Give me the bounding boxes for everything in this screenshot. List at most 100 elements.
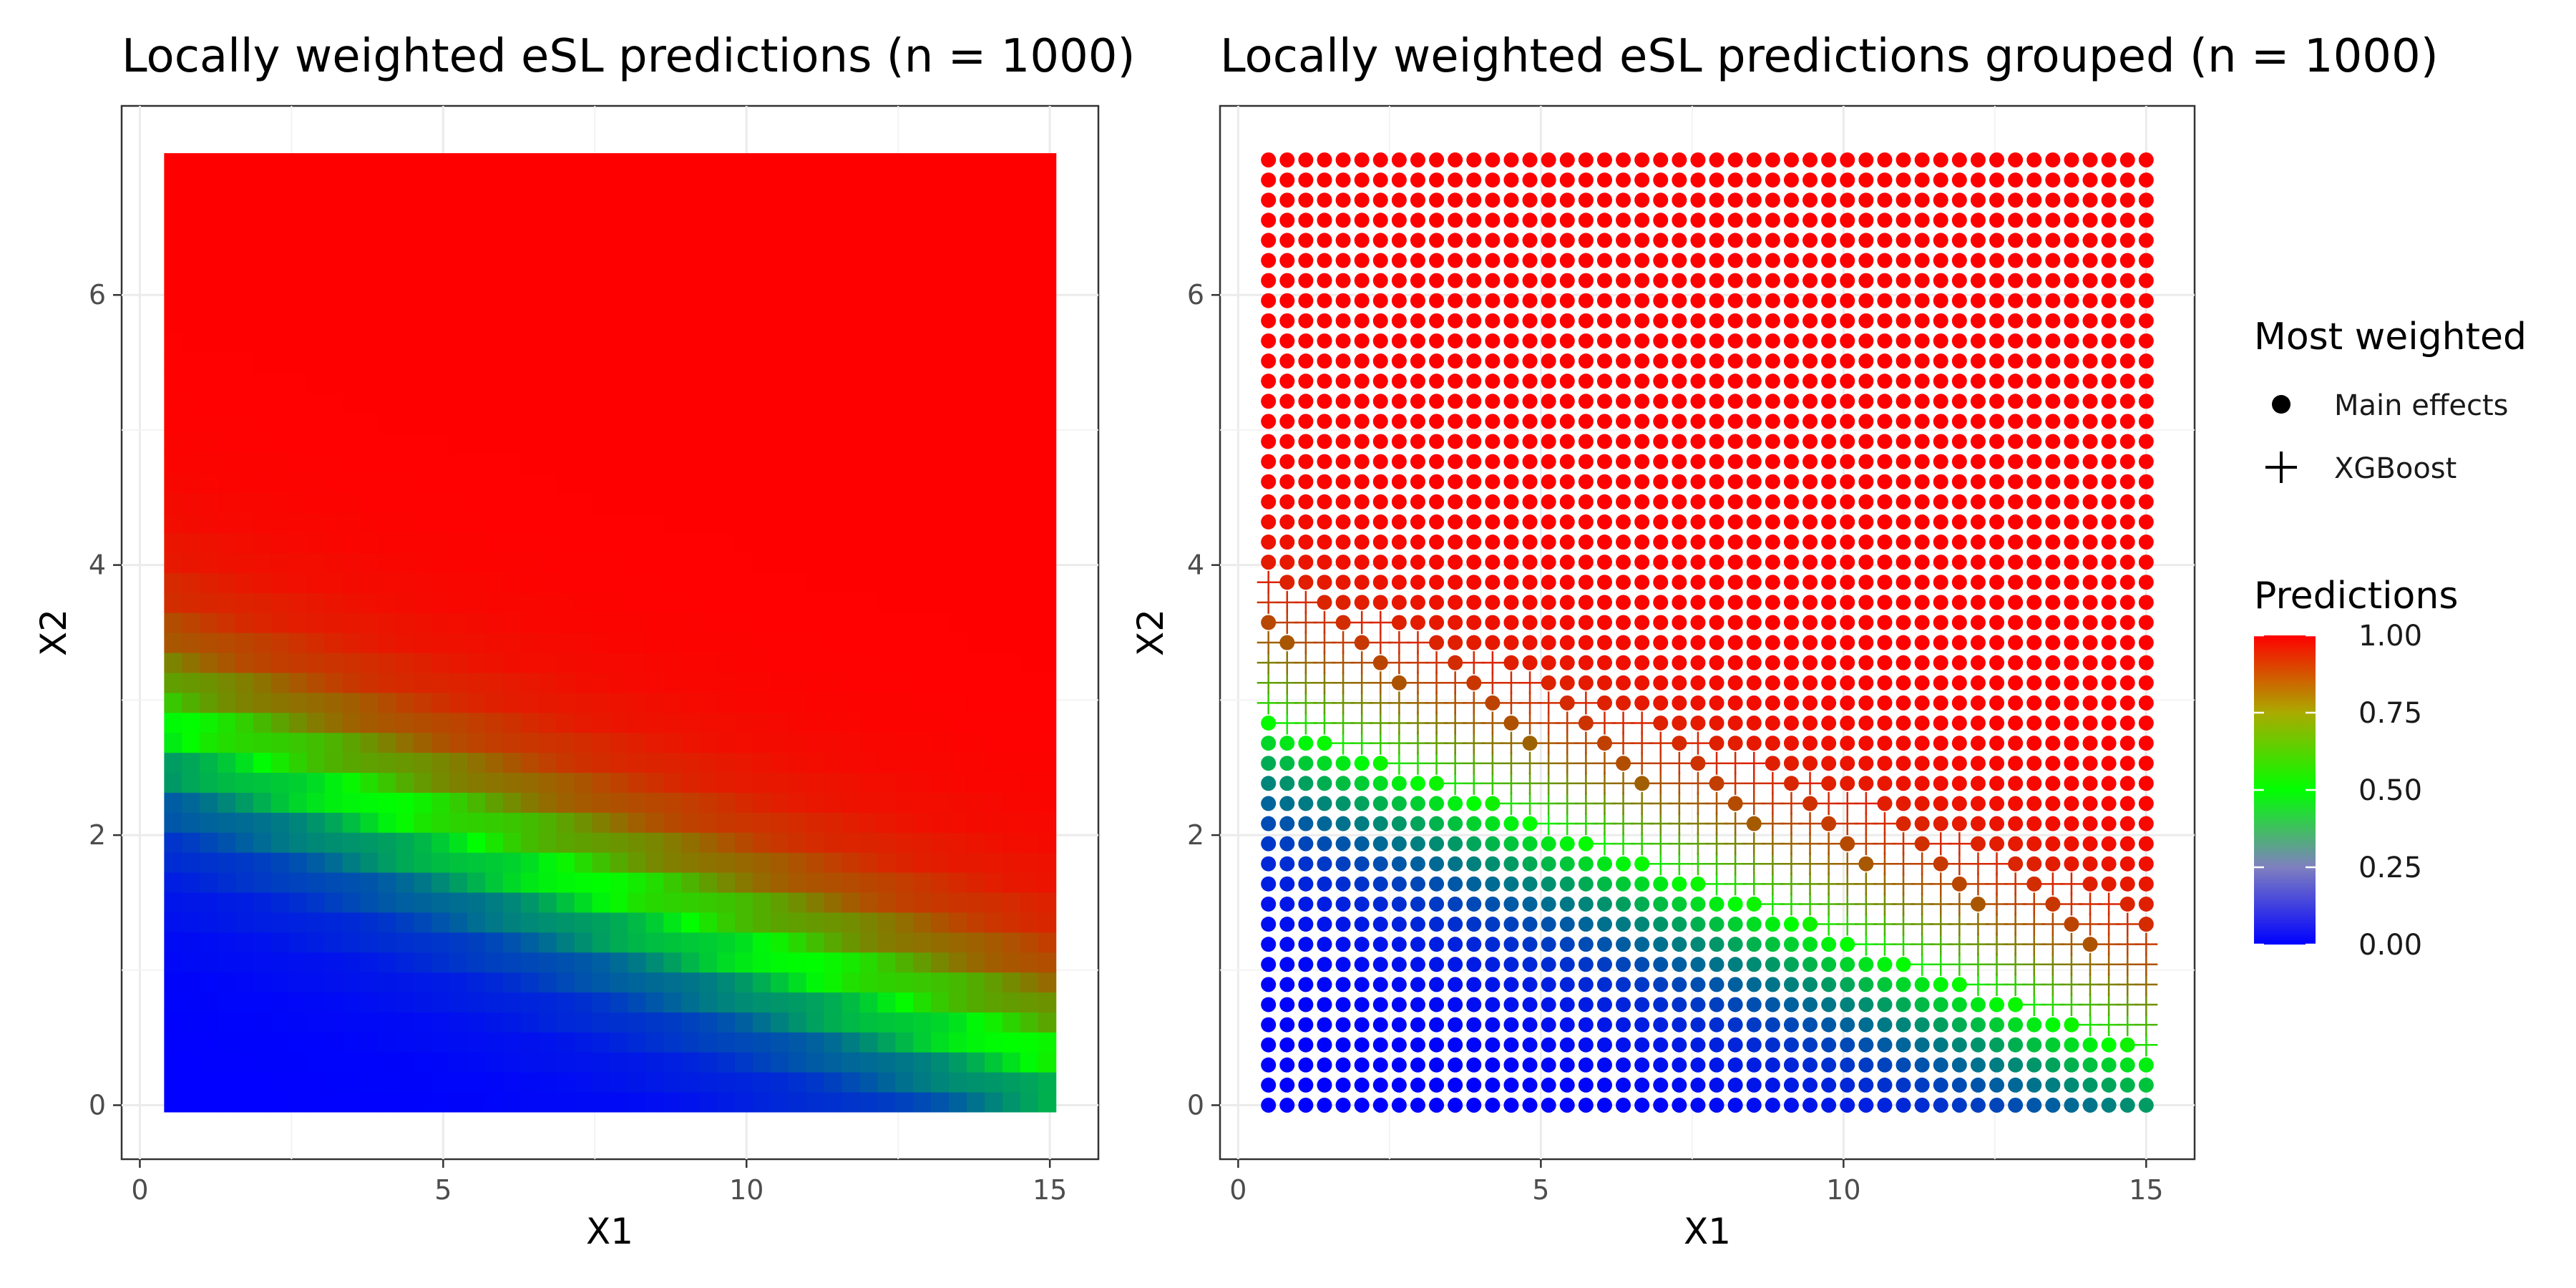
heatmap-tile (396, 412, 414, 434)
heatmap-tile (306, 432, 326, 454)
main-effects-point (1503, 836, 1519, 852)
main-effects-point (1279, 1077, 1295, 1093)
main-effects-point (1298, 172, 1314, 188)
heatmap-tile (717, 233, 736, 254)
main-effects-point (2101, 1057, 2117, 1073)
main-effects-point (1298, 434, 1314, 449)
main-effects-point (1989, 816, 2005, 831)
heatmap-tile (520, 692, 540, 713)
main-effects-point (1372, 776, 1388, 791)
main-effects-point (1391, 816, 1407, 831)
heatmap-tile (663, 412, 682, 434)
main-effects-point (1317, 535, 1332, 550)
main-effects-point (1933, 575, 1948, 590)
heatmap-tile (1038, 532, 1057, 553)
heatmap-tile (1038, 672, 1057, 693)
heatmap-tile (931, 452, 950, 474)
main-effects-point (1877, 374, 1893, 389)
heatmap-tile (449, 832, 468, 853)
heatmap-tile (1020, 872, 1039, 893)
heatmap-tile (681, 572, 700, 593)
main-effects-point (1989, 715, 2005, 731)
heatmap-tile (502, 153, 522, 174)
heatmap-tile (253, 552, 272, 573)
heatmap-tile (663, 613, 682, 633)
main-effects-point (1821, 333, 1837, 348)
main-effects-point (1279, 172, 1295, 188)
main-effects-point (2008, 595, 2024, 610)
heatmap-tile (342, 393, 361, 414)
heatmap-tile (449, 872, 468, 893)
heatmap-tile (1002, 293, 1021, 313)
heatmap-tile (788, 952, 807, 973)
main-effects-point (1821, 776, 1837, 791)
main-effects-point (1578, 213, 1594, 228)
main-effects-point (1372, 535, 1388, 550)
heatmap-tile (556, 633, 575, 653)
main-effects-point (1522, 997, 1538, 1013)
main-effects-point (1578, 192, 1594, 208)
main-effects-point (1727, 353, 1743, 369)
main-effects-point (1970, 333, 1986, 348)
heatmap-tile (538, 812, 557, 833)
heatmap-tile (574, 273, 593, 294)
main-effects-point (1634, 615, 1650, 630)
main-effects-point (1951, 233, 1967, 248)
main-effects-point (1877, 494, 1893, 509)
heatmap-tile (449, 1092, 468, 1113)
heatmap-tile (502, 333, 522, 353)
heatmap-tile (592, 633, 611, 653)
main-effects-point (1578, 152, 1594, 167)
heatmap-tile (270, 1092, 290, 1113)
heatmap-tile (218, 192, 236, 214)
heatmap-tile (788, 872, 807, 893)
heatmap-tile (895, 592, 914, 613)
heatmap-tile (931, 892, 950, 913)
heatmap-tile (431, 892, 450, 913)
main-effects-point (1354, 454, 1370, 469)
heatmap-tile (396, 932, 414, 953)
heatmap-tile (734, 172, 753, 194)
heatmap-tile (218, 1072, 236, 1093)
main-effects-point (1672, 474, 1687, 489)
heatmap-tile (485, 1052, 504, 1073)
main-effects-point (2045, 1037, 2061, 1053)
main-effects-point (1485, 695, 1501, 711)
heatmap-tile (396, 692, 414, 713)
main-effects-point (1821, 172, 1837, 188)
heatmap-tile (984, 672, 1003, 693)
heatmap-tile (824, 353, 843, 374)
heatmap-tile (717, 213, 736, 234)
heatmap-tile (467, 872, 486, 893)
main-effects-point (2045, 474, 2061, 489)
xgboost-point (2022, 892, 2046, 916)
heatmap-tile (288, 273, 308, 294)
heatmap-tile (520, 752, 540, 774)
main-effects-point (1765, 1077, 1780, 1093)
heatmap-tile (610, 712, 629, 733)
main-effects-point (2026, 736, 2042, 751)
main-effects-point (1354, 152, 1370, 167)
heatmap-tile (396, 512, 414, 534)
heatmap-tile (538, 992, 557, 1013)
heatmap-tile (218, 492, 236, 514)
main-effects-point (2026, 1098, 2042, 1113)
main-effects-point (1970, 655, 1986, 670)
heatmap-tile (645, 852, 664, 873)
heatmap-tile (841, 273, 861, 294)
main-effects-point (1840, 353, 1855, 369)
heatmap-tile (218, 633, 236, 653)
heatmap-tile (270, 912, 290, 933)
heatmap-tile (485, 552, 504, 573)
xgboost-point (2097, 892, 2121, 916)
heatmap-tile (788, 333, 807, 353)
heatmap-tile (592, 1012, 611, 1033)
heatmap-tile (592, 932, 611, 953)
colorbar-tick-label: 1.00 (2358, 620, 2422, 653)
main-effects-point (2101, 535, 2117, 550)
right-y-tick-label: 0 (1187, 1090, 1204, 1121)
main-effects-point (1727, 253, 1743, 268)
heatmap-tile (200, 512, 218, 534)
heatmap-tile (859, 772, 878, 793)
heatmap-tile (1002, 572, 1021, 593)
